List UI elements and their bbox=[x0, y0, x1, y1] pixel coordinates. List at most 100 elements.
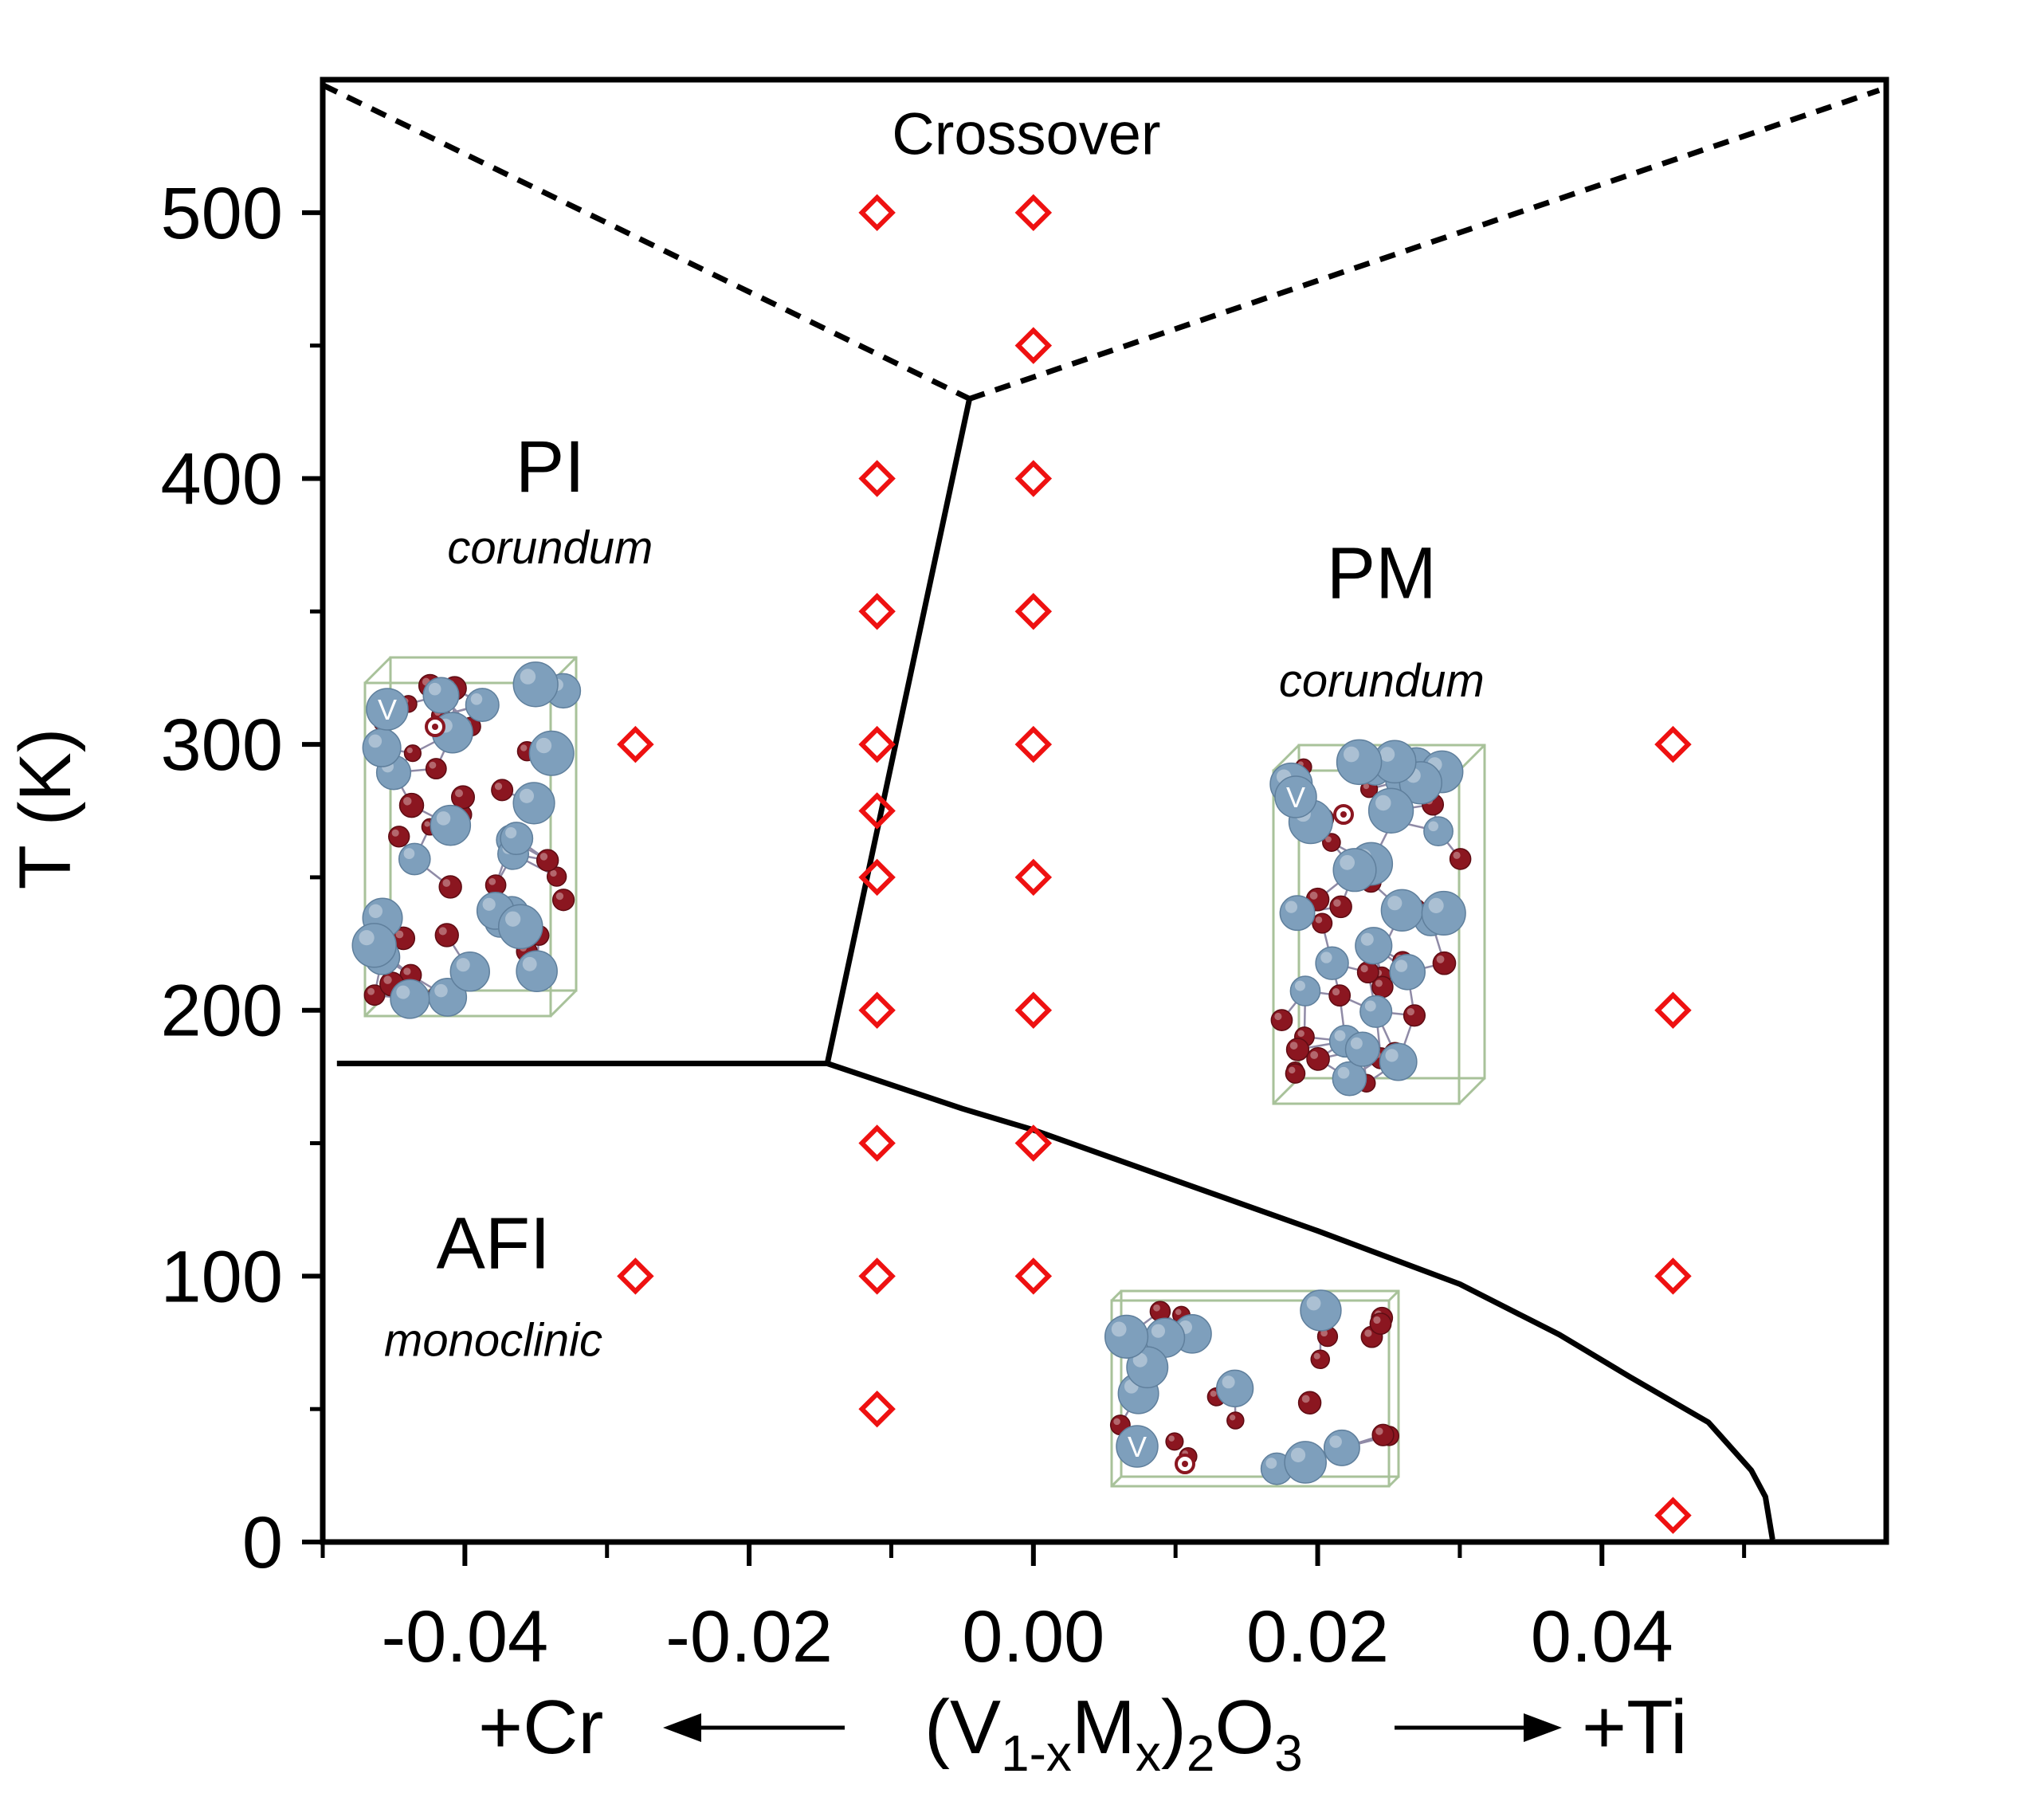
data-point-diamond bbox=[1014, 194, 1053, 232]
atom-highlight bbox=[1265, 1458, 1277, 1469]
atom-highlight bbox=[1320, 952, 1332, 963]
atom-highlight bbox=[1210, 1390, 1217, 1397]
data-markers bbox=[617, 194, 1692, 1534]
formula-subscript: x bbox=[1136, 1724, 1161, 1782]
vanadium-atom bbox=[1367, 787, 1414, 834]
atom-highlight bbox=[403, 848, 415, 860]
atom-highlight bbox=[1375, 979, 1383, 987]
oxygen-atom bbox=[1312, 912, 1333, 934]
vanadium-atom bbox=[430, 804, 472, 846]
atom-highlight bbox=[536, 737, 552, 754]
atom-highlight bbox=[1436, 955, 1445, 963]
vanadium-atom bbox=[1389, 954, 1426, 991]
crystal-insets: V V V bbox=[351, 656, 1486, 1488]
atom-highlight bbox=[368, 904, 383, 919]
atom-highlight bbox=[1428, 897, 1444, 913]
atom-highlight bbox=[1385, 1049, 1399, 1062]
data-point-diamond bbox=[1014, 593, 1053, 630]
oxygen-atom bbox=[1369, 1312, 1392, 1335]
atom-highlight bbox=[1325, 836, 1332, 843]
atom-highlight bbox=[539, 853, 548, 861]
vanadium-atom bbox=[1323, 1429, 1360, 1466]
atom-highlight bbox=[494, 783, 503, 791]
atom-highlight bbox=[555, 892, 564, 900]
atom-highlight bbox=[488, 877, 496, 885]
unit-cell-edge bbox=[363, 656, 392, 685]
data-point-diamond bbox=[858, 792, 896, 830]
formula-subscript: 1-x bbox=[1001, 1724, 1072, 1782]
corundum-structure-pi: V bbox=[351, 656, 582, 1019]
vanadium-atom bbox=[497, 904, 543, 950]
atom-highlight bbox=[1151, 1324, 1166, 1338]
atom-highlight bbox=[1306, 1296, 1321, 1311]
boundary-crossover-right bbox=[968, 87, 1881, 402]
oxygen-atom bbox=[434, 923, 459, 948]
phase-label: PI bbox=[516, 426, 585, 508]
atom-highlight bbox=[1297, 1030, 1304, 1038]
oxygen-atom bbox=[1322, 833, 1341, 852]
oxygen-atom bbox=[388, 826, 410, 848]
oxygen-atom bbox=[450, 785, 476, 810]
vanadium-atom bbox=[422, 677, 460, 714]
y-tick-label: 0 bbox=[242, 1502, 283, 1583]
vanadium-atom bbox=[362, 728, 402, 767]
vanadium-atom bbox=[1423, 816, 1454, 847]
atom-highlight bbox=[1395, 959, 1408, 972]
vanadium-atom bbox=[1421, 890, 1466, 936]
atom-highlight bbox=[1375, 1427, 1383, 1435]
atom-highlight bbox=[1168, 1435, 1175, 1442]
atom-highlight bbox=[1329, 1435, 1342, 1448]
atom-highlight bbox=[482, 897, 496, 911]
formula-part: (V bbox=[924, 1685, 1001, 1770]
oxygen-atom bbox=[1432, 951, 1457, 975]
x-axis-left-label: +Cr bbox=[478, 1685, 603, 1770]
atom-highlight bbox=[406, 747, 413, 754]
unit-cell-edge bbox=[549, 989, 578, 1018]
vanadium-atom bbox=[500, 822, 534, 856]
oxygen-atom bbox=[403, 744, 422, 763]
vanadium-atom bbox=[1126, 1346, 1169, 1389]
atom-highlight bbox=[367, 987, 375, 995]
labelled-oxygen-core bbox=[1182, 1461, 1188, 1467]
atom-highlight bbox=[1289, 1042, 1298, 1050]
atom-highlight bbox=[1113, 1418, 1120, 1426]
atom-highlight bbox=[1337, 1066, 1350, 1079]
monoclinic-structure-afi: V bbox=[1104, 1289, 1400, 1488]
vanadium-atom bbox=[1300, 1289, 1342, 1332]
atom-highlight bbox=[520, 744, 528, 751]
atom-highlight bbox=[396, 985, 410, 999]
atom-highlight bbox=[438, 927, 447, 936]
atom-highlight bbox=[391, 829, 399, 837]
atom-highlight bbox=[1406, 1007, 1414, 1016]
atom-highlight bbox=[1175, 1309, 1182, 1316]
oxygen-atom bbox=[1285, 1063, 1306, 1084]
oxygen-atom bbox=[1403, 1004, 1426, 1027]
formula-subscript: 3 bbox=[1274, 1724, 1303, 1782]
phase-boundaries bbox=[321, 82, 1881, 1540]
boundary-crossover-left bbox=[321, 82, 971, 402]
vanadium-atom bbox=[1380, 889, 1424, 932]
right-arrow-head bbox=[1524, 1713, 1562, 1742]
labelled-vanadium-atom bbox=[1274, 775, 1317, 818]
atom-highlight bbox=[1111, 1321, 1127, 1337]
atom-highlight bbox=[442, 879, 451, 887]
vanadium-atom bbox=[512, 661, 559, 708]
atom-highlight bbox=[519, 788, 535, 803]
oxygen-atom bbox=[1356, 961, 1379, 984]
atom-highlight bbox=[424, 821, 430, 827]
formula-part: ) bbox=[1161, 1685, 1187, 1770]
oxygen-atom bbox=[1310, 1349, 1331, 1370]
phase-label: PM bbox=[1327, 533, 1437, 614]
atom-highlight bbox=[1379, 747, 1395, 762]
y-tick-label: 200 bbox=[161, 971, 284, 1052]
atom-highlight bbox=[550, 869, 557, 877]
atom-highlight bbox=[359, 930, 375, 946]
atom-highlight bbox=[436, 811, 451, 826]
unit-cell-edge bbox=[1457, 744, 1486, 772]
vanadium-atom bbox=[1344, 1031, 1380, 1067]
data-point-diamond bbox=[1014, 1124, 1053, 1162]
atom-highlight bbox=[1333, 899, 1341, 907]
annotations: Crossover PI corundum PM corundum AFI monoclin… bbox=[384, 100, 1485, 1366]
data-point-diamond bbox=[1014, 460, 1053, 497]
